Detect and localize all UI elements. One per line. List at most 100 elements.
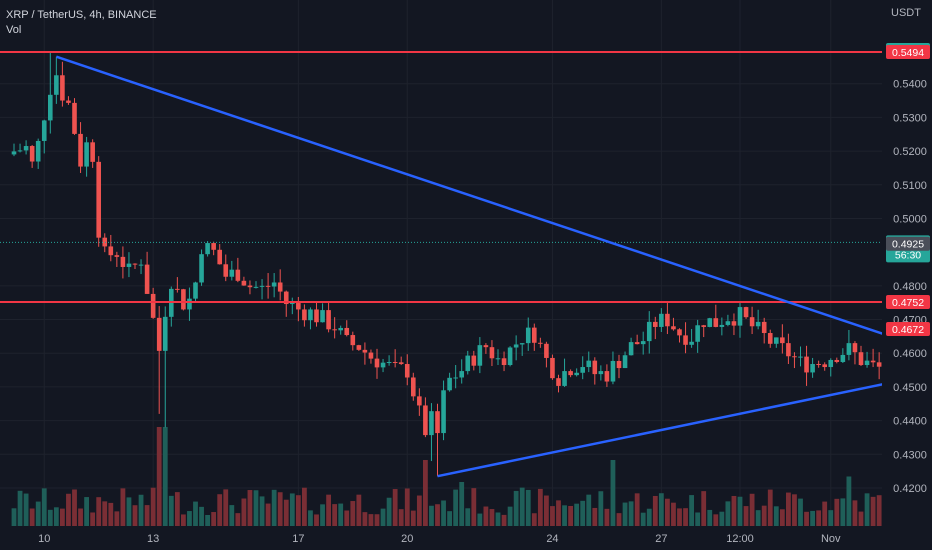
volume-bar [495, 512, 501, 526]
candle [574, 368, 579, 377]
candle [659, 308, 664, 333]
candle-body [277, 282, 283, 292]
volume-bar [368, 514, 374, 526]
candle-body [265, 285, 271, 287]
volume-bar [283, 499, 289, 526]
volume-bar [677, 508, 682, 526]
volume-bar [17, 490, 23, 526]
candle-body [132, 263, 138, 265]
volume-bar [828, 510, 834, 526]
candle-body [580, 367, 585, 373]
candle-body [713, 318, 719, 327]
candle [556, 374, 561, 393]
volume-bar [386, 497, 392, 526]
candle [477, 337, 483, 374]
candle [362, 342, 368, 365]
candle-body [404, 364, 410, 378]
price-tick-label: 0.5400 [893, 79, 927, 91]
volume-bar [447, 511, 452, 526]
volume-bar [132, 505, 138, 526]
volume-bar [767, 489, 773, 526]
candle-body [338, 327, 343, 331]
volume-bar [302, 487, 307, 526]
volume-bar [241, 498, 247, 526]
candle-body [513, 344, 519, 348]
volume-bar [271, 489, 277, 526]
candle [84, 136, 89, 177]
volume-bar [634, 493, 640, 526]
candle [592, 357, 598, 385]
price-tag-countdown: 56:30 [895, 249, 921, 261]
volume-bar [592, 507, 598, 526]
candle-body [241, 280, 247, 286]
candle-body [870, 360, 876, 363]
volume-bar [374, 514, 380, 526]
volume-bar [259, 496, 265, 526]
candle [798, 346, 803, 367]
volume-bar [846, 476, 852, 526]
candle-body [447, 377, 452, 391]
candle [761, 317, 767, 344]
candle [138, 259, 144, 275]
time-tick-label: Nov [821, 533, 841, 545]
volume-bar [598, 491, 604, 526]
time-tick-label: 12:00 [726, 533, 754, 545]
volume-bar [168, 495, 174, 526]
candle [296, 296, 301, 322]
candle [374, 348, 380, 379]
candle-body [344, 327, 350, 336]
volume-bar [35, 501, 41, 526]
candle [604, 364, 610, 387]
price-tick-label: 0.5200 [893, 146, 927, 158]
candle [247, 280, 253, 295]
volume-bar [749, 493, 755, 526]
candle [60, 61, 65, 107]
candle-body [840, 354, 846, 362]
time-tick-label: 10 [38, 533, 50, 545]
candle-body [126, 263, 132, 267]
volume-bar [477, 513, 483, 526]
candle [29, 145, 35, 168]
volume-bar [792, 494, 797, 526]
volume-bar [187, 511, 192, 526]
candle [483, 343, 489, 354]
candle [411, 372, 416, 401]
candle [338, 325, 343, 335]
candle [241, 276, 247, 286]
candle [211, 241, 216, 256]
candle [628, 337, 634, 356]
candle-body [725, 321, 731, 325]
candle-body [332, 329, 337, 331]
volume-bar [864, 493, 870, 526]
volume-bar [683, 508, 688, 526]
candle-body [653, 321, 658, 327]
candle-body [411, 377, 416, 397]
volume-bar [731, 495, 737, 526]
candle [840, 348, 846, 364]
candle-body [592, 360, 598, 375]
candle [640, 331, 646, 355]
candle [404, 354, 410, 386]
volume-bar [852, 500, 858, 526]
candle-body [822, 364, 827, 368]
volume-bar [743, 506, 749, 526]
time-tick-label: 13 [147, 533, 159, 545]
candle-body [846, 343, 852, 355]
volume-bar [435, 504, 440, 526]
volume-bar [326, 494, 331, 526]
symbol-title[interactable]: XRP / TetherUS, 4h, BINANCE [6, 9, 157, 21]
candle [519, 343, 525, 356]
volume-bar [199, 506, 204, 526]
candle-body [235, 269, 241, 281]
candle [429, 403, 434, 462]
volume-bar [574, 503, 580, 526]
candle [780, 324, 785, 354]
volume-bar [11, 508, 17, 526]
volume-bar [459, 482, 465, 526]
price-tag-label: 0.5494 [892, 47, 924, 59]
candle-body [810, 364, 815, 373]
candle-body [731, 321, 737, 326]
volume-bar [320, 504, 325, 526]
